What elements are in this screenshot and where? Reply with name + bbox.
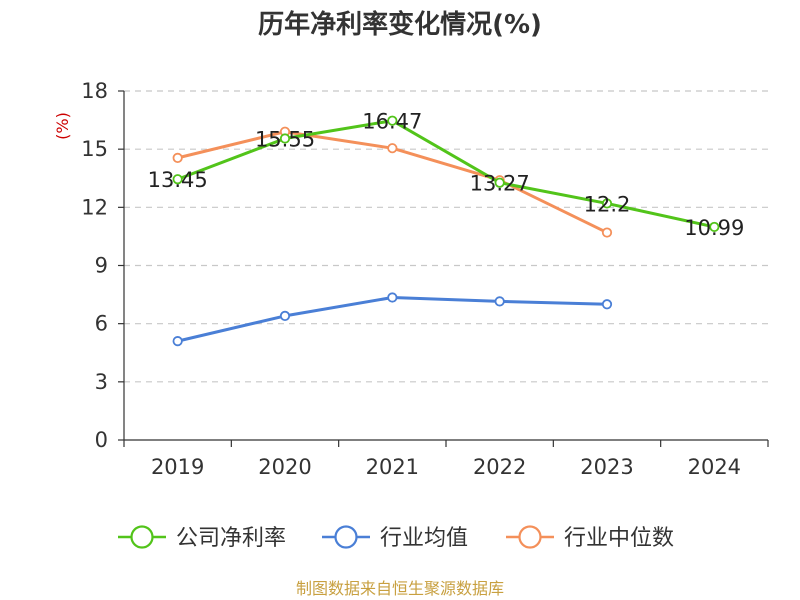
- y-tick-label: 0: [95, 428, 108, 452]
- data-point: [709, 221, 720, 233]
- data-point: [601, 299, 613, 310]
- legend-item-0[interactable]: 公司净利率: [118, 525, 286, 551]
- data-point: [601, 227, 613, 238]
- x-tick-label: 2020: [258, 455, 311, 479]
- data-point: [387, 115, 398, 126]
- data-point: [494, 296, 505, 307]
- series-0: [172, 115, 720, 233]
- x-tick-label: 2024: [688, 455, 741, 479]
- source-note: 制图数据来自恒生聚源数据库: [296, 579, 504, 598]
- legend[interactable]: 公司净利率 行业均值 行业中位数: [118, 525, 674, 551]
- series-group: [172, 115, 720, 347]
- y-tick-label: 9: [95, 254, 108, 278]
- data-label: 10.99: [684, 216, 744, 240]
- chart-title: 历年净利率变化情况(%): [258, 9, 542, 40]
- data-point: [172, 336, 183, 347]
- series-line: [177, 119, 715, 229]
- y-tick-label: 3: [95, 370, 108, 394]
- series-line: [177, 295, 608, 343]
- x-tick-label: 2023: [580, 455, 633, 479]
- x-tick-label: 2022: [473, 455, 526, 479]
- data-labels: 13.45 15.55 16.47 13.27 12.2 10.99: [148, 110, 745, 240]
- legend-marker: [130, 525, 154, 549]
- legend-label: 行业中位数: [564, 526, 674, 551]
- data-point: [387, 143, 398, 154]
- data-point: [172, 152, 183, 163]
- legend-marker: [518, 525, 542, 549]
- data-label: 15.55: [255, 128, 315, 152]
- legend-label: 公司净利率: [176, 526, 286, 551]
- legend-item-1[interactable]: 行业均值: [322, 525, 468, 551]
- series-2: [172, 126, 613, 238]
- legend-marker: [334, 525, 358, 549]
- legend-item-2[interactable]: 行业中位数: [506, 525, 674, 551]
- data-point: [494, 177, 505, 188]
- x-tick-label: 2019: [151, 455, 204, 479]
- data-label: 16.47: [362, 110, 422, 134]
- y-tick-label: 12: [81, 195, 108, 219]
- data-label: 12.2: [584, 192, 631, 216]
- data-label: 13.45: [148, 168, 208, 192]
- data-point: [279, 133, 291, 144]
- y-axis-unit: (%): [53, 112, 72, 140]
- x-tick-label: 2021: [366, 455, 419, 479]
- data-point: [172, 174, 183, 185]
- y-tick-label: 6: [95, 312, 108, 336]
- data-label: 13.27: [470, 172, 530, 196]
- data-point: [279, 310, 291, 322]
- legend-label: 行业均值: [380, 526, 468, 551]
- y-tick-label: 15: [81, 137, 108, 161]
- y-tick-label: 18: [81, 79, 108, 103]
- data-point: [387, 292, 398, 303]
- grid-lines: [124, 90, 768, 383]
- axes: 0 3 6 9 12 15 18 2019 2020 2021 2022 2023 2024: [81, 79, 769, 479]
- data-point: [601, 198, 613, 209]
- series-1: [172, 292, 613, 347]
